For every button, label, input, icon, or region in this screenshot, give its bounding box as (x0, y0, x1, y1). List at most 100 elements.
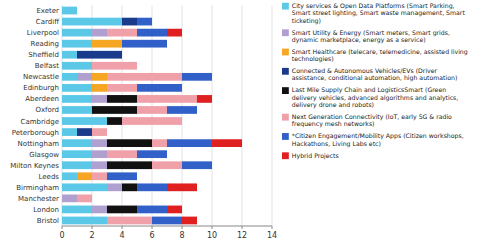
category-label: Milton Keynes (10, 162, 59, 170)
bar-segment (137, 62, 138, 70)
bar-segment (62, 150, 92, 158)
bar-segment (92, 128, 107, 136)
category-label: Liverpool (27, 29, 59, 37)
bar-segment (152, 217, 182, 225)
bar-segment (92, 161, 107, 169)
tick-label: 0 (59, 231, 64, 240)
bar-segment (77, 7, 78, 15)
bar-segment (122, 40, 167, 48)
bar-segment (122, 51, 123, 59)
bar-segment (92, 150, 107, 158)
bar-segment (62, 106, 92, 114)
legend-swatch (282, 87, 289, 94)
bar-segment (122, 117, 182, 125)
bar-segment (212, 139, 242, 147)
bar-segment (92, 62, 137, 70)
bar-segment (182, 117, 183, 125)
legend-swatch (282, 133, 289, 140)
legend-label: Last Mile Supply Chain and LogisticsSmar… (292, 86, 459, 109)
bar-segment (182, 117, 183, 125)
bar-segment (77, 128, 92, 136)
bar-segment (137, 95, 197, 103)
bar-segment (62, 172, 77, 180)
bar-segment (107, 117, 122, 125)
bar-segment (107, 95, 137, 103)
tick-label: 4 (119, 231, 124, 240)
legend-label: *Citizen Engagement/Mobility Apps (Citiz… (292, 132, 464, 147)
bar-segment (167, 29, 182, 37)
category-label: London (33, 206, 59, 214)
bar-segment (122, 183, 137, 191)
grid-line (92, 5, 93, 226)
bar-segment (62, 29, 92, 37)
bar-segment (62, 84, 92, 92)
bar-segment (62, 51, 77, 59)
category-label: Nottingham (18, 140, 60, 148)
bar-segment (167, 139, 212, 147)
bar-segment (92, 73, 107, 81)
bar-segment (92, 84, 107, 92)
bar-segment (167, 206, 182, 214)
bar-segment (152, 139, 167, 147)
bar-segment (152, 161, 182, 169)
tick-label: 2 (89, 231, 94, 240)
bar-segment (77, 7, 78, 15)
bar-segment (62, 18, 122, 26)
bar-segment (122, 51, 123, 59)
bar-segment (137, 84, 182, 92)
legend-label: Smart Utility & Energy (Smart meters, Sm… (292, 29, 450, 44)
bar-segment (62, 183, 107, 191)
bar-segment (137, 150, 167, 158)
grid-line (242, 5, 243, 226)
legend-label: City services & Open Data Platforms (Sma… (292, 2, 466, 25)
legend-swatch (282, 152, 289, 159)
category-label: Reading (31, 40, 59, 48)
bar-segment (182, 161, 212, 169)
category-label: Sheffield (28, 51, 59, 59)
bar-segment (137, 106, 167, 114)
bar-segment (107, 128, 108, 136)
bar-segment (107, 161, 152, 169)
bar-segment (77, 7, 78, 15)
bar-segment (92, 139, 107, 147)
bar-segment (77, 7, 78, 15)
bar-segment (122, 51, 123, 59)
tick-label: 8 (179, 231, 184, 240)
bar-segment (107, 150, 137, 158)
category-label: Leeds (39, 173, 60, 181)
category-label: Newcastle (23, 73, 59, 81)
category-label: Oxford (35, 106, 59, 114)
legend: City services & Open Data Platforms (Sma… (282, 2, 468, 160)
grid-line (152, 5, 153, 226)
grid-line (212, 5, 213, 226)
bar-segment (77, 7, 78, 15)
bar-segment (107, 128, 108, 136)
legend-label: Connected & Autonomous Vehicles/EVs (Dri… (292, 67, 458, 82)
bar-segment (182, 84, 183, 92)
category-label: Exeter (36, 7, 59, 15)
bar-segment (212, 161, 213, 169)
bar-segment (77, 51, 122, 59)
bar-segment (92, 195, 93, 203)
bar-segment (107, 84, 137, 92)
category-label: Manchester (18, 195, 59, 203)
bar-segment (92, 106, 137, 114)
chart: 02468101214ExeterCardiffLiverpoolReading… (0, 0, 500, 244)
tick-label: 12 (237, 231, 247, 240)
bar-segment (152, 18, 153, 26)
category-labels: ExeterCardiffLiverpoolReadingSheffieldBe… (10, 7, 59, 225)
bar-segment (137, 29, 167, 37)
bar-segment (92, 206, 107, 214)
bar-segment (137, 18, 152, 26)
bar-segment (92, 95, 107, 103)
grid: 02468101214 (59, 5, 277, 240)
bar-segment (77, 7, 78, 15)
bar-segment (167, 40, 168, 48)
category-label: Bristol (37, 217, 59, 225)
legend-swatch (282, 68, 289, 75)
bar-segment (62, 195, 77, 203)
x-axis (62, 226, 272, 227)
grid-line (122, 5, 123, 226)
bar-segment (77, 172, 92, 180)
grid-line (182, 5, 183, 226)
